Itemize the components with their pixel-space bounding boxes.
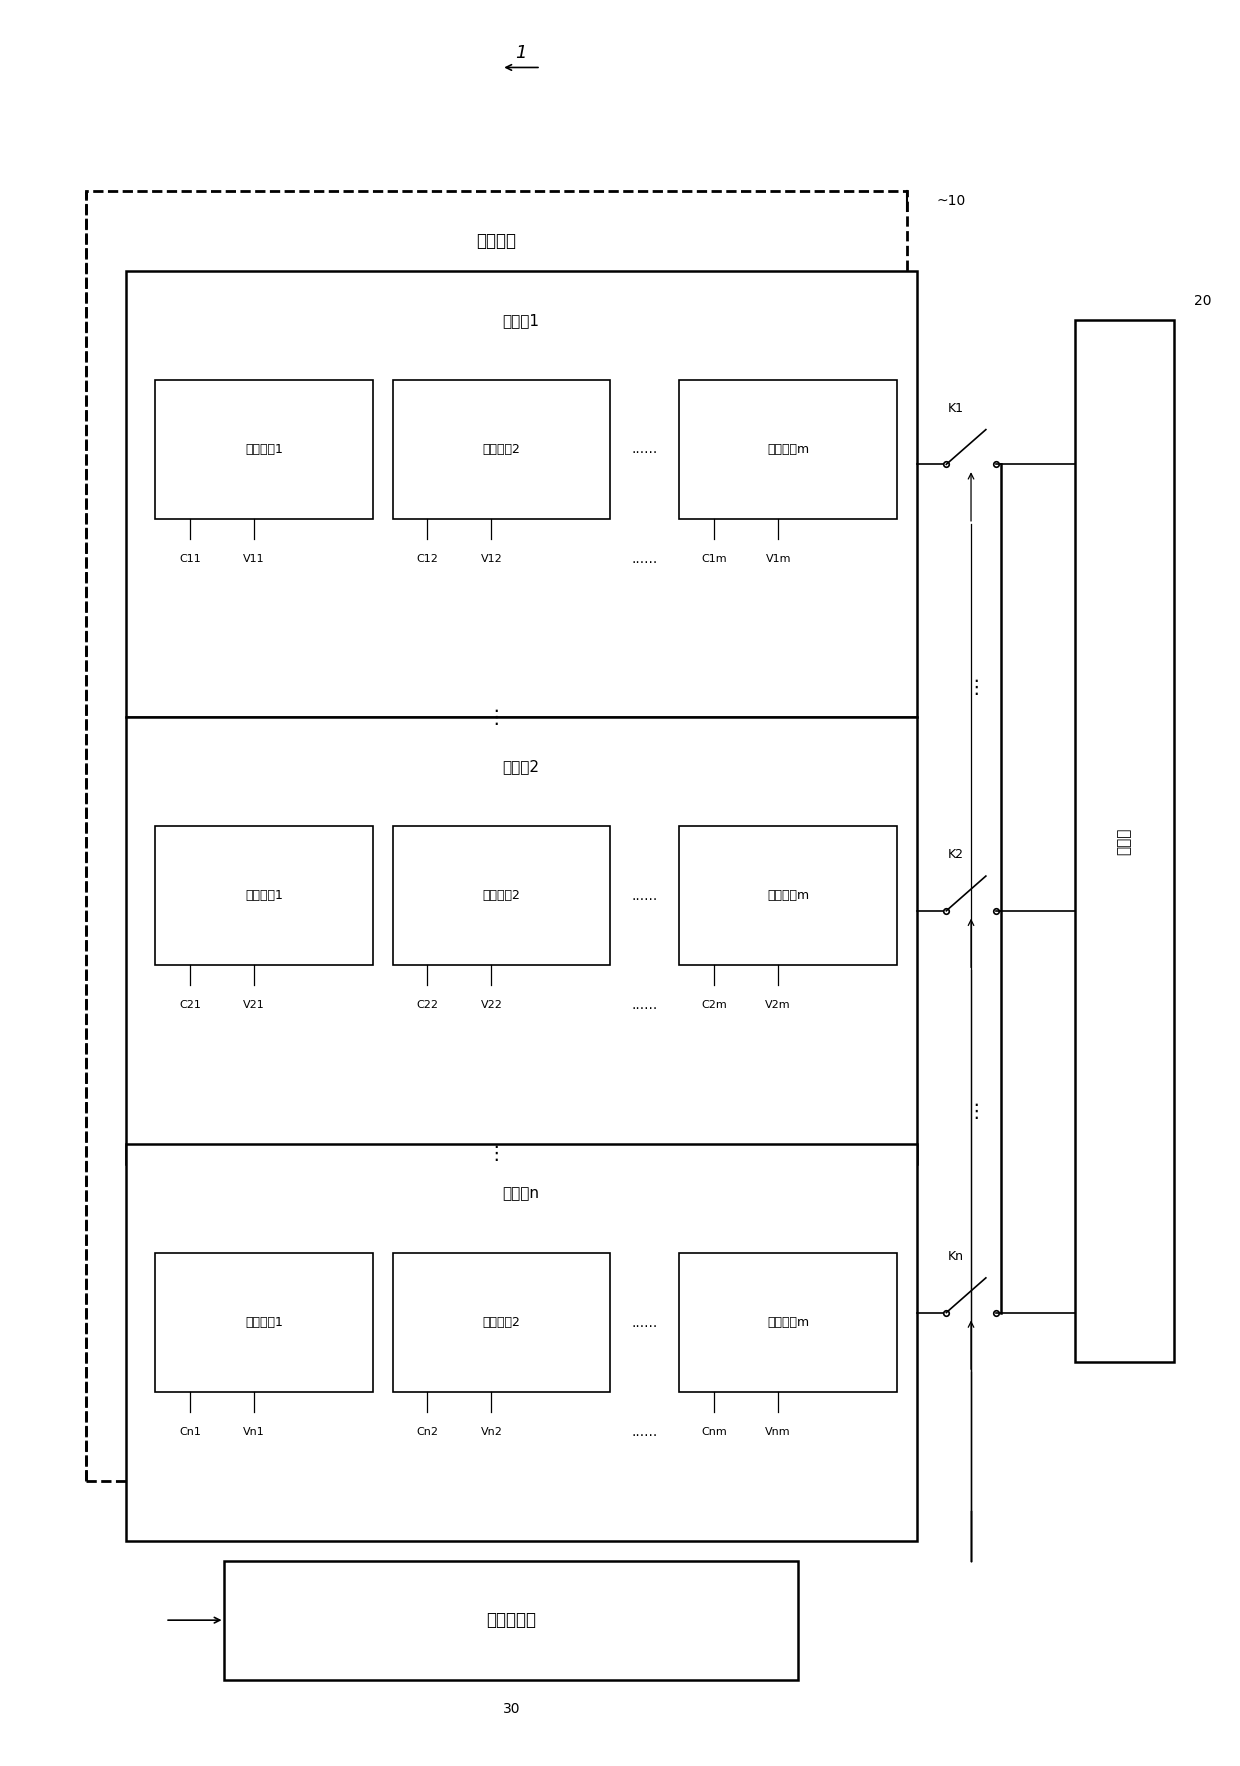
Text: 电池单体1: 电池单体1: [246, 1316, 283, 1330]
Text: V2m: V2m: [765, 1000, 791, 1010]
FancyBboxPatch shape: [1075, 320, 1174, 1362]
FancyBboxPatch shape: [155, 826, 373, 966]
Text: 电池组2: 电池组2: [502, 759, 539, 775]
FancyBboxPatch shape: [86, 191, 906, 1482]
Text: V1m: V1m: [765, 553, 791, 563]
Text: ......: ......: [631, 888, 658, 902]
Text: 电池单体1: 电池单体1: [246, 443, 283, 456]
Text: V11: V11: [243, 553, 265, 563]
FancyBboxPatch shape: [125, 270, 916, 717]
Text: Vnm: Vnm: [765, 1427, 791, 1438]
FancyBboxPatch shape: [393, 380, 610, 519]
Text: Vn2: Vn2: [481, 1427, 502, 1438]
Text: V21: V21: [243, 1000, 265, 1010]
Text: 充电器: 充电器: [1117, 828, 1132, 855]
Text: 电池单体m: 电池单体m: [768, 443, 810, 456]
Text: C11: C11: [179, 553, 201, 563]
Text: 电池单体2: 电池单体2: [482, 890, 521, 902]
Text: C2m: C2m: [701, 1000, 727, 1010]
Text: 电池管理器: 电池管理器: [486, 1611, 536, 1630]
Text: V12: V12: [481, 553, 502, 563]
FancyBboxPatch shape: [680, 1254, 897, 1392]
Text: Kn: Kn: [949, 1250, 965, 1263]
Text: 电池单体m: 电池单体m: [768, 890, 810, 902]
Text: Cn1: Cn1: [179, 1427, 201, 1438]
Text: ......: ......: [631, 998, 658, 1012]
Text: ......: ......: [631, 443, 658, 456]
Text: ~10: ~10: [936, 194, 966, 208]
Text: ⋮: ⋮: [486, 1144, 506, 1164]
Text: 电池单体1: 电池单体1: [246, 890, 283, 902]
Text: Cn2: Cn2: [417, 1427, 438, 1438]
Text: 电池组1: 电池组1: [502, 313, 539, 328]
Text: 电池组n: 电池组n: [502, 1187, 539, 1201]
Text: C1m: C1m: [701, 553, 727, 563]
Text: ......: ......: [631, 1425, 658, 1439]
Text: ⋮: ⋮: [966, 1102, 986, 1121]
FancyBboxPatch shape: [680, 826, 897, 966]
FancyBboxPatch shape: [155, 380, 373, 519]
Text: Vn1: Vn1: [243, 1427, 265, 1438]
FancyBboxPatch shape: [224, 1561, 799, 1679]
Text: 20: 20: [1194, 293, 1211, 307]
Text: C22: C22: [417, 1000, 438, 1010]
Text: V22: V22: [481, 1000, 502, 1010]
FancyBboxPatch shape: [680, 380, 897, 519]
FancyBboxPatch shape: [125, 717, 916, 1164]
Text: C21: C21: [179, 1000, 201, 1010]
Text: C12: C12: [417, 553, 438, 563]
FancyBboxPatch shape: [125, 1144, 916, 1540]
Text: Cnm: Cnm: [701, 1427, 727, 1438]
Text: ......: ......: [631, 551, 658, 565]
Text: 电池单体2: 电池单体2: [482, 443, 521, 456]
Text: ⋮: ⋮: [966, 678, 986, 698]
FancyBboxPatch shape: [393, 1254, 610, 1392]
Text: 30: 30: [502, 1702, 520, 1717]
Text: K2: K2: [949, 848, 965, 862]
Text: 电池单体m: 电池单体m: [768, 1316, 810, 1330]
Text: K1: K1: [949, 401, 965, 415]
Text: ......: ......: [631, 1316, 658, 1330]
Text: 电池单体2: 电池单体2: [482, 1316, 521, 1330]
Text: ⋮: ⋮: [486, 708, 506, 728]
FancyBboxPatch shape: [393, 826, 610, 966]
FancyBboxPatch shape: [155, 1254, 373, 1392]
Text: 1: 1: [516, 44, 527, 62]
Text: 动力电池: 动力电池: [476, 231, 516, 251]
